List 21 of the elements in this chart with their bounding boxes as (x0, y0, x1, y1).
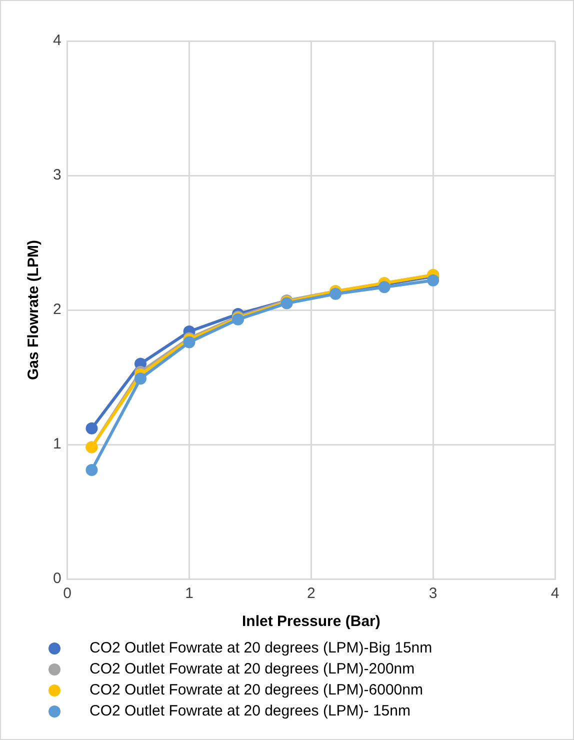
point (183, 336, 196, 348)
point (378, 281, 390, 294)
point (86, 464, 98, 476)
x-tick-label: 3 (428, 585, 438, 602)
y-axis-title: Gas Flowrate (LPM) (25, 240, 42, 380)
point (86, 422, 98, 434)
y-tick-label: 2 (53, 301, 62, 318)
y-tick-label: 1 (53, 436, 62, 453)
legend-label: CO2 Outlet Fowrate at 20 degrees (LPM)-Big 15nm (90, 640, 432, 657)
y-tick-label: 4 (53, 32, 62, 50)
y-tick-label: 3 (53, 166, 62, 184)
legend-label: CO2 Outlet Fowrate at 20 degrees (LPM)- 15nm (90, 702, 410, 720)
point (427, 274, 440, 286)
x-axis-title: Inlet Pressure (Bar) (242, 613, 380, 630)
legend-label: CO2 Outlet Fowrate at 20 degrees (LPM)-200nm (90, 660, 415, 678)
y-tick-label: 0 (53, 570, 62, 588)
x-tick-label: 4 (550, 585, 560, 602)
x-tick-label: 1 (185, 585, 194, 602)
legend-label: CO2 Outlet Fowrate at 20 degrees (LPM)-6000nm (90, 682, 423, 699)
point (134, 372, 146, 385)
x-tick-label: 2 (307, 585, 316, 602)
